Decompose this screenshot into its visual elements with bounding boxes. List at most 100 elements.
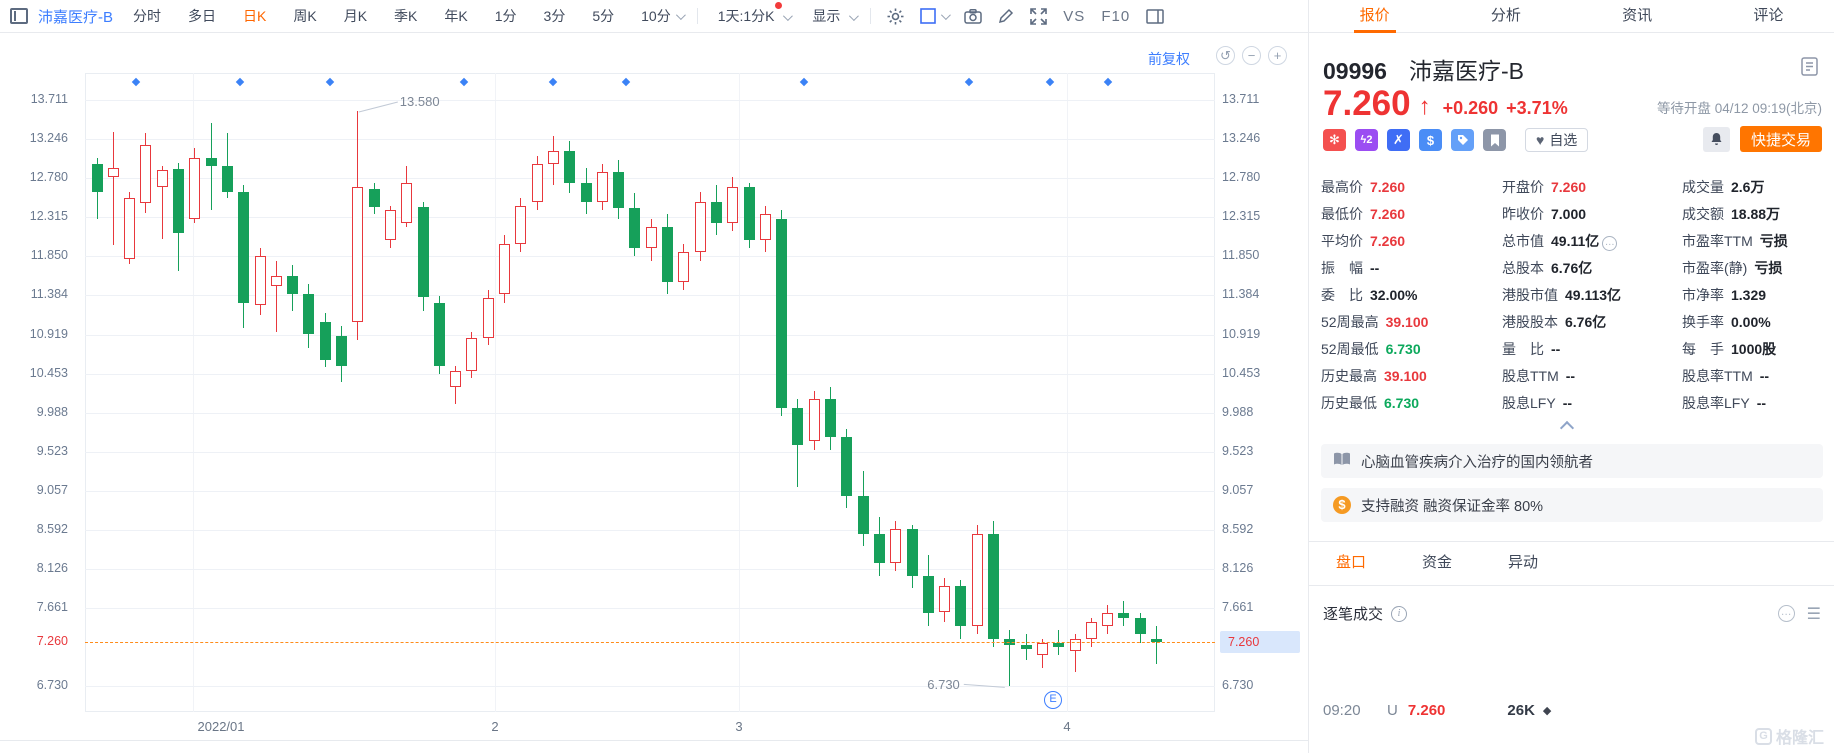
period-tab-1分[interactable]: 1分: [494, 8, 517, 24]
info-icon[interactable]: i: [1391, 605, 1408, 622]
dollar-icon: $: [1333, 496, 1351, 514]
period-tab-3分[interactable]: 3分: [543, 8, 566, 24]
camera-icon[interactable]: [964, 8, 983, 24]
y-axis-label: 11.850: [30, 248, 68, 263]
y-axis-label: 13.711: [30, 92, 68, 106]
chevron-down-icon[interactable]: [675, 9, 686, 20]
gear-icon[interactable]: [887, 8, 904, 25]
candle-body: [91, 163, 103, 192]
panel-toggle-icon[interactable]: [1146, 8, 1164, 24]
grid-line: [85, 295, 1215, 297]
quote-grid-row: 最低价 7.260 昨收价 7.000 成交额 18.88万: [1321, 201, 1827, 228]
y-axis-label: 10.453: [1222, 365, 1261, 380]
gelonghui-watermark: G 格隆汇: [1754, 724, 1824, 748]
candle-body: [1134, 617, 1146, 635]
toolbar-stock-name[interactable]: 沛嘉医疗-B: [38, 8, 114, 26]
candle-body: [482, 298, 494, 338]
quick-trade-button[interactable]: 快捷交易: [1739, 126, 1822, 152]
candle-wick: [1074, 634, 1076, 673]
up-arrow-icon: ↑: [1418, 93, 1431, 120]
f10-button[interactable]: F10: [1101, 7, 1131, 25]
watchlist-label: 自选: [1549, 132, 1578, 148]
candle-body: [645, 226, 657, 248]
period-tab-多日[interactable]: 多日: [188, 8, 217, 24]
panel-action-buttons: 快捷交易: [1702, 126, 1822, 152]
y-axis-label: 10.919: [1222, 326, 1261, 341]
grid-line: [85, 490, 1215, 492]
tab-news[interactable]: 资讯: [1622, 7, 1653, 24]
period-tab-10分[interactable]: 10分: [641, 8, 671, 24]
earnings-marker[interactable]: E: [1044, 691, 1062, 709]
zoom-out-icon[interactable]: −: [1242, 46, 1261, 65]
alert-bell-button[interactable]: [1702, 126, 1730, 152]
more-options-icon[interactable]: …: [1777, 605, 1795, 622]
candle-body: [808, 399, 820, 442]
collapse-chevron-up-icon[interactable]: [1559, 420, 1575, 436]
y-axis-label: 8.592: [36, 521, 68, 536]
candle-body: [792, 407, 804, 446]
plot-area[interactable]: [85, 73, 1215, 712]
candle-body: [433, 302, 445, 366]
display-dropdown[interactable]: 显示: [812, 6, 860, 26]
market-status: 等待开盘 04/12 09:19(北京): [1656, 101, 1822, 116]
divider: [1309, 541, 1834, 542]
compound-period-dropdown[interactable]: 1天:1分K: [718, 2, 794, 26]
price-row: 7.260 ↑ +0.260 +3.71%: [1323, 86, 1568, 122]
period-tab-日K[interactable]: 日K: [243, 8, 267, 24]
candle-body: [107, 168, 119, 177]
period-tab-年K[interactable]: 年K: [444, 8, 468, 24]
market-cap-info-icon[interactable]: …: [1602, 236, 1618, 251]
y-axis-label: 9.523: [36, 443, 68, 458]
quote-field: 市盈率(静) 亏损: [1682, 260, 1783, 276]
quote-field: 股息率LFY --: [1682, 395, 1767, 411]
tab-quote[interactable]: 报价: [1353, 0, 1396, 33]
period-tab-月K[interactable]: 月K: [343, 8, 368, 24]
candle-body: [825, 399, 836, 437]
y-axis-label: 10.919: [29, 326, 68, 341]
company-profile-banner[interactable]: 心脑血管疾病介入治疗的国内领航者: [1321, 444, 1823, 478]
high-annotation: 13.580: [399, 94, 440, 109]
trade-time: 09:20: [1323, 702, 1361, 719]
tab-comments[interactable]: 评论: [1753, 7, 1784, 24]
period-tab-5分[interactable]: 5分: [592, 8, 615, 24]
period-tab-季K[interactable]: 季K: [394, 8, 418, 24]
candle-body: [303, 294, 315, 335]
window-layout-icon[interactable]: [10, 8, 28, 24]
quote-field: 昨收价 7.000: [1502, 206, 1587, 222]
compare-icon: ✗: [1387, 129, 1410, 151]
y-axis-label: 11.850: [1222, 248, 1260, 263]
y-axis-label: 12.780: [29, 170, 68, 185]
quote-grid-row: 平均价 7.260 总市值 49.11亿… 市盈率TTM 亏损: [1321, 228, 1827, 255]
reset-zoom-icon[interactable]: ↺: [1216, 46, 1235, 65]
candle-body: [580, 183, 592, 202]
margin-financing-banner[interactable]: $ 支持融资 融资保证金率 80%: [1321, 488, 1823, 522]
note-icon[interactable]: [1801, 57, 1818, 81]
fullscreen-icon[interactable]: [1030, 7, 1048, 25]
candle-body: [221, 165, 233, 193]
layout-select-icon[interactable]: [920, 8, 952, 24]
candle-body: [531, 163, 543, 202]
period-tab-周K[interactable]: 周K: [293, 8, 317, 24]
period-tabs: 分时 多日 日K 周K 月K 季K 年K 1分 3分 5分 10分: [133, 6, 671, 26]
add-watchlist-button[interactable]: ♥ 自选: [1525, 128, 1589, 152]
zoom-in-icon[interactable]: +: [1268, 46, 1287, 65]
candle-body: [971, 533, 983, 626]
quote-field: 港股市值 49.113亿: [1502, 287, 1622, 303]
chevron-down-icon: [849, 11, 860, 22]
quote-field: 最高价 7.260: [1321, 179, 1406, 195]
quote-grid-row: 52周最低 6.730 量 比 -- 每 手 1000股: [1321, 336, 1827, 363]
forward-adjust-link[interactable]: 前复权: [1148, 51, 1190, 67]
candle-body: [173, 168, 184, 233]
vs-compare-button[interactable]: VS: [1063, 7, 1086, 25]
tab-capital-flow[interactable]: 资金: [1422, 554, 1453, 571]
grid-line: [1067, 73, 1068, 712]
price-change-pct: +3.71%: [1506, 98, 1568, 118]
tab-movements[interactable]: 异动: [1508, 554, 1539, 571]
candle-body: [499, 243, 510, 295]
tab-order-book[interactable]: 盘口: [1336, 554, 1367, 571]
period-tab-分时[interactable]: 分时: [133, 8, 162, 24]
tab-analysis[interactable]: 分析: [1490, 7, 1521, 24]
list-icon[interactable]: ☰: [1806, 605, 1821, 623]
pencil-icon[interactable]: [998, 8, 1014, 24]
y-axis-label: 6.730: [1222, 678, 1254, 693]
